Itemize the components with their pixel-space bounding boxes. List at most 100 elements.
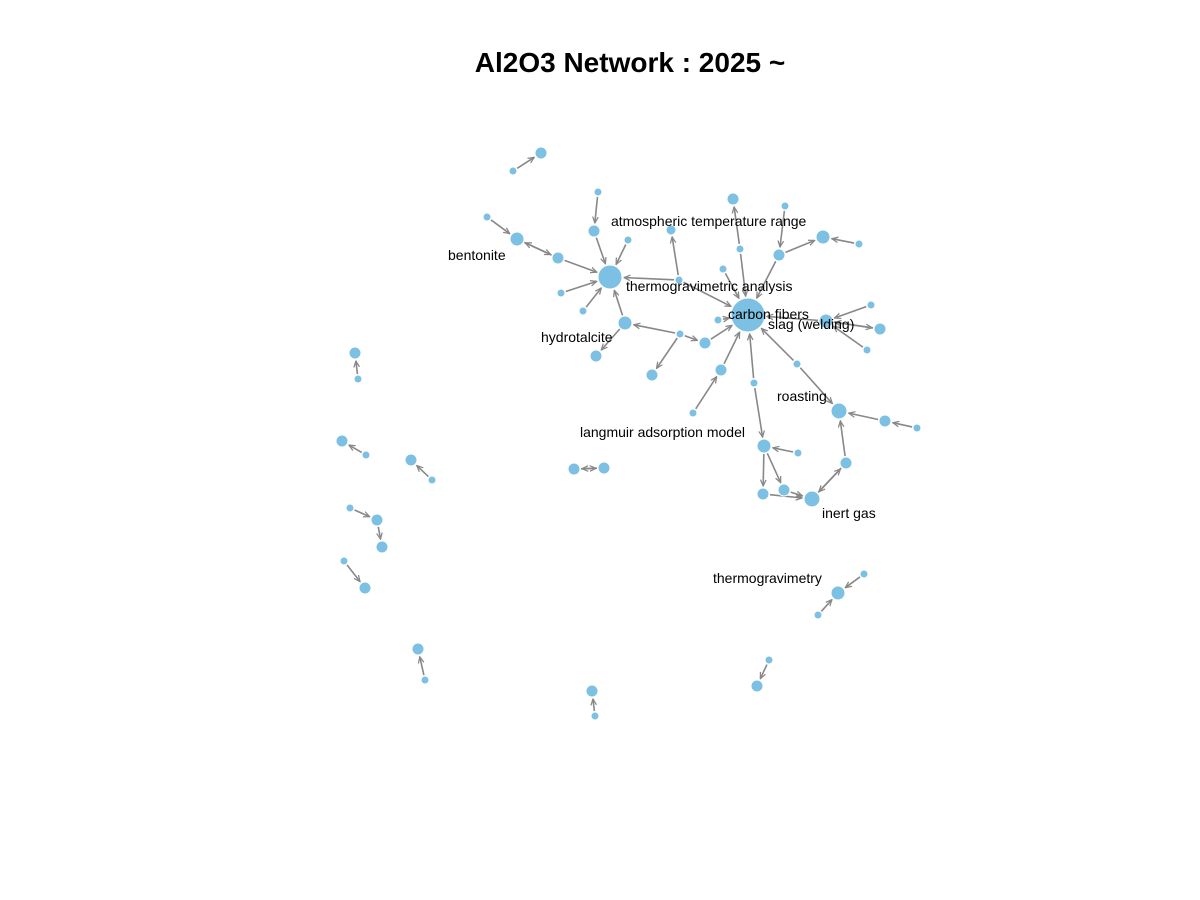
node-tgy xyxy=(830,585,846,601)
edge-t5-t6 xyxy=(785,240,814,254)
node-tga xyxy=(597,264,623,290)
node-b4 xyxy=(587,224,601,238)
node-s3 xyxy=(862,345,872,355)
edge-r2-roast xyxy=(849,413,879,421)
node-d2 xyxy=(645,368,659,382)
node-c4 xyxy=(361,450,371,460)
node-h1 xyxy=(589,349,603,363)
edge-hydro-tga xyxy=(614,290,624,316)
edge-r1-cf xyxy=(761,328,795,362)
edge-d4-cf xyxy=(710,325,732,340)
node-a1 xyxy=(534,146,548,160)
node-t5 xyxy=(772,248,786,262)
node-r3 xyxy=(912,423,922,433)
node-a2 xyxy=(508,166,518,176)
node-c3 xyxy=(335,434,349,448)
edge-lang-l6 xyxy=(763,453,764,486)
node-t7 xyxy=(854,239,864,249)
node-roast xyxy=(830,402,848,420)
node-c15 xyxy=(597,461,611,475)
label-atmospheric-temperature-range: atmospheric temperature range xyxy=(611,213,807,229)
edge-l3-cf xyxy=(750,334,755,379)
node-c18 xyxy=(585,684,599,698)
node-slag xyxy=(818,313,834,329)
edge-c2-c1 xyxy=(356,361,358,375)
edge-l6-inert xyxy=(769,493,802,498)
node-c6 xyxy=(427,475,437,485)
node-b7 xyxy=(578,306,588,316)
label-carbon-fibers: carbon fibers xyxy=(728,306,809,322)
edge-g2-tgy xyxy=(820,600,832,612)
edge-l4-lang xyxy=(773,448,794,453)
label-slag-welding: slag (welding) xyxy=(768,316,854,332)
label-thermogravimetry: thermogravimetry xyxy=(713,570,822,586)
node-c9 xyxy=(375,540,389,554)
edge-b7-tga xyxy=(585,288,601,308)
edge-c13-c12 xyxy=(420,657,425,676)
edge-t4-t5 xyxy=(780,210,786,247)
edge-c17-c16 xyxy=(759,664,768,679)
label-langmuir-adsorption-model: langmuir adsorption model xyxy=(580,424,745,440)
label-hydrotalcite: hydrotalcite xyxy=(541,329,613,345)
edge-d1-d2 xyxy=(657,337,678,368)
edge-hydro-h1 xyxy=(601,328,621,350)
node-d1 xyxy=(675,329,685,339)
edge-lang-l5 xyxy=(766,452,782,482)
chart-title: Al2O3 Network : 2025 ~ xyxy=(475,47,785,78)
edge-d3-cf xyxy=(683,281,731,308)
edge-t2-cf xyxy=(739,253,746,296)
node-atr xyxy=(665,224,677,236)
node-inert xyxy=(803,490,821,508)
edge-s1-slag xyxy=(834,305,867,318)
edge-d3-atr xyxy=(672,237,679,276)
edge-d1-hydro xyxy=(634,325,676,334)
edge-d1-d4 xyxy=(684,334,698,341)
node-c2 xyxy=(353,374,363,384)
node-r4 xyxy=(839,456,853,470)
edge-c6-c5 xyxy=(417,466,429,478)
node-b5 xyxy=(623,235,633,245)
node-t2 xyxy=(735,244,745,254)
edge-b2-tga xyxy=(564,259,597,272)
edge-b2-bent xyxy=(525,242,552,256)
node-labels: carbon fibers thermogravimetric analysis… xyxy=(448,213,876,586)
node-d3 xyxy=(674,275,684,285)
node-hydro xyxy=(617,315,633,331)
node-t3 xyxy=(718,264,728,274)
edge-l1-cf xyxy=(723,332,741,365)
label-inert-gas: inert gas xyxy=(822,505,876,521)
node-c10 xyxy=(339,556,349,566)
edge-g1-tgy xyxy=(845,576,861,588)
node-t4 xyxy=(780,201,790,211)
edge-c10-c11 xyxy=(346,564,360,582)
edge-l5-inert xyxy=(790,492,803,496)
edge-b5-tga xyxy=(615,244,627,264)
nodes xyxy=(335,146,922,721)
node-r2 xyxy=(878,414,892,428)
node-lang xyxy=(756,438,772,454)
node-b1 xyxy=(482,212,492,222)
node-l2 xyxy=(688,408,698,418)
node-t6 xyxy=(815,229,831,245)
edge-t7-t6 xyxy=(832,239,855,244)
edge-r1-roast xyxy=(799,367,832,404)
node-d4 xyxy=(698,336,712,350)
node-c12 xyxy=(411,642,425,656)
edge-b4-tga xyxy=(595,237,605,264)
edge-t3-cf xyxy=(724,273,739,298)
edge-d3-tga xyxy=(624,278,675,280)
edge-r4-roast xyxy=(840,421,846,457)
node-c11 xyxy=(358,581,372,595)
node-l1 xyxy=(714,363,728,377)
node-s2 xyxy=(873,322,887,336)
edge-r3-r2 xyxy=(893,423,913,428)
edge-l3-lang xyxy=(753,387,763,437)
node-c7 xyxy=(345,503,355,513)
node-l4 xyxy=(793,448,803,458)
edge-b3-b4 xyxy=(595,196,598,223)
edge-inert-r4 xyxy=(817,469,840,494)
node-s1 xyxy=(866,300,876,310)
node-l6 xyxy=(756,487,770,501)
edge-s3-slag xyxy=(833,326,864,348)
